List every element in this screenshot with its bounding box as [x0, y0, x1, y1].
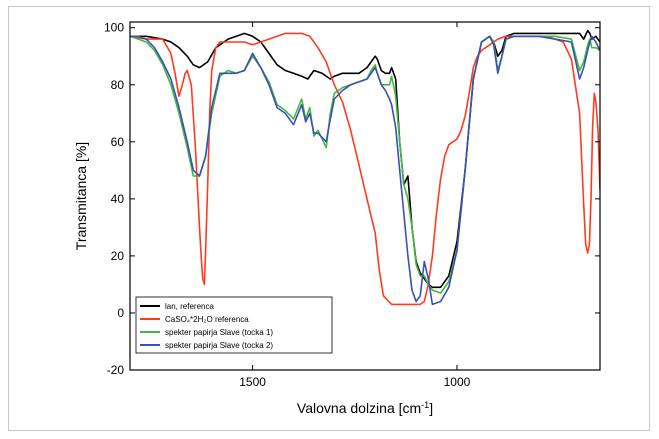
figure-border — [8, 6, 650, 431]
legend-box — [135, 296, 333, 354]
series-line-4 — [130, 35, 600, 306]
y-axis-title: Transmitanca [%] — [73, 142, 89, 250]
y-tick-label: 40 — [111, 192, 125, 206]
x-axis-title: Valovna dolzina [cm-1] — [297, 400, 433, 416]
y-tick-label: 20 — [111, 249, 125, 263]
x-tick-label: 1000 — [444, 375, 471, 389]
series-layer — [130, 29, 600, 306]
ticks-layer: -20 0 20 40 60 80 100 1500 1000 — [104, 21, 600, 389]
series-line-2 — [130, 32, 600, 306]
series-line-1 — [130, 29, 600, 289]
legend-entry-1: lan, referenca — [165, 302, 214, 311]
y-tick-label: 100 — [104, 21, 124, 35]
y-tick-label: 80 — [111, 78, 125, 92]
y-tick-label: -20 — [107, 363, 125, 377]
x-tick-label: 1500 — [239, 375, 266, 389]
plot-area-border — [129, 21, 601, 371]
y-tick-label: 0 — [117, 306, 124, 320]
x-axis-title-close: ] — [429, 400, 433, 416]
legend-entry-4: spekter papirja Slave (tocka 2) — [165, 341, 273, 350]
x-axis-title-superscript: -1 — [421, 400, 429, 410]
legend: lan, referenca CaSO₄*2H₂O referenca spekte… — [135, 296, 333, 354]
x-axis-title-main: Valovna dolzina [cm — [297, 400, 421, 416]
legend-entry-3: spekter papirja Slave (tocka 1) — [165, 328, 273, 337]
y-tick-label: 60 — [111, 135, 125, 149]
legend-entry-2: CaSO₄*2H₂O referenca — [165, 315, 249, 324]
